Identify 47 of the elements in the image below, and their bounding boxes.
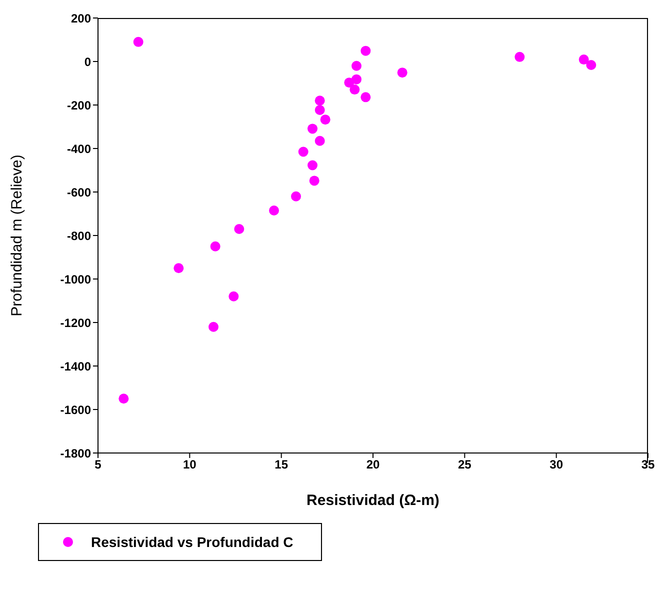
point <box>514 52 525 62</box>
x-tick-label: 30 <box>550 458 564 472</box>
x-tick-label: 5 <box>94 458 102 472</box>
y-tick-label: -1200 <box>60 316 92 330</box>
y-tick-label: 0 <box>84 54 92 69</box>
point <box>309 176 320 186</box>
point <box>234 224 244 234</box>
y-axis-title: Profundidad m (Relieve) <box>8 154 26 316</box>
point <box>298 146 308 157</box>
legend-label: Resistividad vs Profundidad C <box>91 534 294 550</box>
point <box>308 160 318 170</box>
point <box>314 136 325 146</box>
point <box>291 191 301 202</box>
point <box>174 263 184 274</box>
y-tick-label: -1800 <box>60 446 92 460</box>
point <box>360 92 371 102</box>
point <box>314 96 325 106</box>
point <box>360 46 371 56</box>
x-tick-label: 35 <box>641 458 655 472</box>
point <box>350 84 360 95</box>
y-tick-label: -400 <box>66 142 92 156</box>
y-tick-label: -600 <box>66 185 92 200</box>
y-tick-label: -1600 <box>60 402 92 417</box>
point <box>308 124 318 134</box>
point <box>208 322 218 332</box>
y-tick-label: -1000 <box>60 272 92 286</box>
point <box>586 60 596 70</box>
y-tick-label: 200 <box>70 11 92 26</box>
x-axis-title: Resistividad (Ω-m) <box>306 492 440 509</box>
x-tick-label: 25 <box>458 458 472 472</box>
point <box>133 36 144 47</box>
x-tick-label: 20 <box>366 458 380 472</box>
y-tick-label: -1400 <box>60 359 92 374</box>
point <box>352 74 362 84</box>
point <box>228 291 239 302</box>
point <box>269 205 279 216</box>
point <box>314 105 325 116</box>
y-tick-label: -200 <box>66 98 92 112</box>
point <box>397 68 408 78</box>
point <box>352 60 362 71</box>
point <box>118 394 129 404</box>
x-tick-label: 15 <box>274 458 288 472</box>
y-tick-label: -800 <box>66 228 92 243</box>
point <box>210 241 220 252</box>
x-tick-label: 10 <box>182 458 197 472</box>
point <box>320 114 330 125</box>
point <box>578 54 589 65</box>
